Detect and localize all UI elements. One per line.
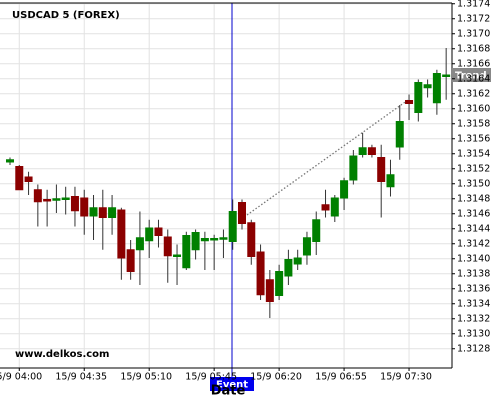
candle-body	[210, 238, 219, 241]
y-tick-label: 1.3150	[457, 178, 490, 189]
candle-body	[154, 227, 163, 236]
candle-body	[70, 196, 79, 212]
chart-title: USDCAD 5 (FOREX)	[12, 10, 120, 21]
y-tick-label: 1.3174	[457, 0, 490, 9]
y-tick-label: 1.3132	[457, 313, 490, 324]
y-tick-label: 1.3164	[457, 73, 490, 84]
y-tick-label: 1.3136	[457, 283, 490, 294]
trend-label: Trend	[455, 71, 487, 82]
candle-body	[6, 159, 14, 163]
candle-body	[52, 198, 61, 201]
candle-body	[423, 84, 432, 89]
candle-body	[228, 211, 237, 242]
candle-body	[219, 237, 228, 240]
x-tick-label: 15/9 04:35	[55, 372, 107, 383]
candle-body	[302, 237, 311, 256]
candle-body	[126, 249, 135, 272]
candle-body	[173, 254, 182, 257]
candle-body	[145, 227, 154, 242]
candle-body	[33, 189, 42, 203]
candle-body	[61, 197, 70, 200]
candle-body	[24, 176, 33, 182]
candle-body	[256, 251, 265, 296]
candle-body	[340, 180, 349, 199]
candle-body	[265, 279, 274, 302]
x-axis-title: Date	[211, 384, 246, 399]
candle-body	[442, 74, 451, 77]
candle-body	[247, 222, 256, 257]
y-tick-label: 1.3144	[457, 223, 490, 234]
candle-body	[312, 219, 321, 242]
candle-body	[386, 174, 395, 188]
candle-body	[182, 235, 191, 269]
candle-body	[293, 257, 302, 265]
candle-body	[349, 155, 358, 181]
watermark: www.delkos.com	[15, 349, 109, 360]
y-tick-label: 1.3154	[457, 148, 490, 159]
x-tick-label: 15/9 07:30	[380, 372, 432, 383]
x-tick-label: 15/9 05:45	[185, 372, 237, 383]
trend-label-box	[451, 68, 491, 82]
candle-body	[98, 207, 107, 218]
y-tick-label: 1.3170	[457, 28, 490, 39]
candle-body	[89, 207, 98, 217]
event-label: Event	[216, 380, 248, 391]
candle-body	[358, 147, 367, 155]
candles	[6, 48, 451, 318]
y-tick-label: 1.3148	[457, 193, 490, 204]
candle-body	[275, 271, 284, 296]
y-tick-label: 1.3168	[457, 43, 490, 54]
y-tick-label: 1.3142	[457, 238, 490, 249]
candle-body	[284, 259, 293, 277]
y-tick-label: 1.3166	[457, 58, 490, 69]
candle-body	[377, 157, 386, 182]
candle-body	[80, 197, 89, 217]
candle-body	[238, 202, 246, 224]
y-tick-label: 1.3152	[457, 163, 490, 174]
y-tick-label: 1.3128	[457, 343, 490, 354]
x-tick-label: 15/9 06:55	[315, 372, 367, 383]
candle-body	[395, 121, 404, 148]
y-tick-label: 1.3130	[457, 328, 490, 339]
grid-layer	[0, 3, 452, 368]
candle-body	[117, 209, 126, 259]
x-tick-label: 15/9 04:00	[0, 372, 42, 383]
y-tick-label: 1.3140	[457, 253, 490, 264]
y-tick-label: 1.3156	[457, 133, 490, 144]
y-tick-label: 1.3134	[457, 298, 490, 309]
y-tick-label: 1.3162	[457, 88, 490, 99]
candle-body	[321, 204, 330, 211]
y-tick-label: 1.3160	[457, 103, 490, 114]
y-tick-label: 1.3146	[457, 208, 490, 219]
x-tick-label: 15/9 06:20	[250, 372, 302, 383]
y-tick-label: 1.3172	[457, 13, 490, 24]
candle-body	[43, 199, 52, 202]
candle-body	[15, 166, 24, 191]
y-tick-label: 1.3158	[457, 118, 490, 129]
candle-body	[200, 238, 209, 242]
candle-body	[432, 73, 441, 104]
candle-body	[414, 82, 423, 113]
candle-body	[405, 100, 414, 104]
candle-body	[367, 147, 376, 155]
candle-body	[163, 236, 172, 257]
x-tick-label: 15/9 05:10	[120, 372, 172, 383]
candle-body	[135, 237, 144, 251]
event-label-box	[210, 377, 254, 391]
candle-body	[108, 207, 117, 218]
candle-body	[330, 197, 339, 217]
trend-line	[246, 99, 409, 216]
y-tick-label: 1.3138	[457, 268, 490, 279]
candle-body	[191, 232, 200, 251]
